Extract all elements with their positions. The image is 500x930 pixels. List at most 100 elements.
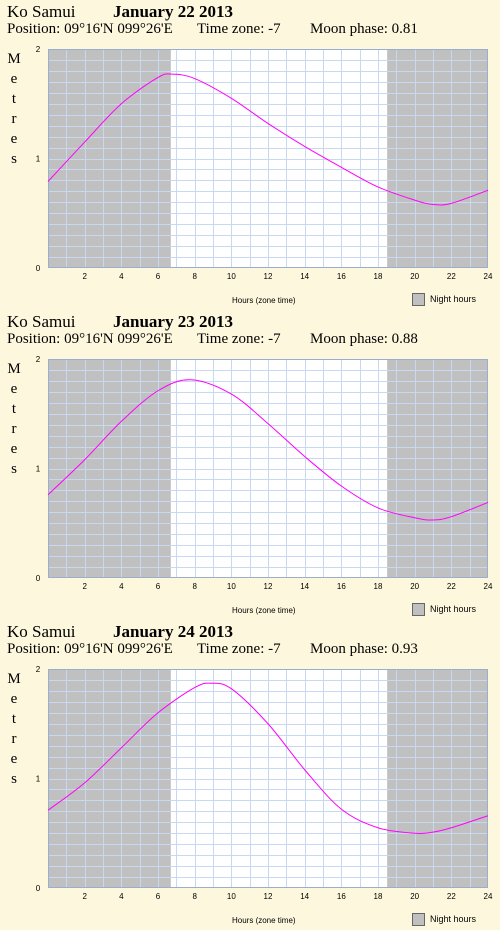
position-text: Position: 09°16'N 099°26'E (7, 331, 173, 347)
y-tick-label: 1 (36, 155, 41, 164)
tide-chart-panel: Ko Samui January 22 2013 Position: 09°16… (0, 0, 500, 310)
location-name: Ko Samui (7, 312, 76, 331)
legend-label: Night hours (430, 603, 477, 614)
night-hours-band (48, 49, 171, 268)
x-tick-label: 12 (264, 272, 273, 281)
y-tick-label: 2 (36, 355, 41, 364)
plot-frame (48, 669, 488, 888)
tide-height-line (47, 73, 489, 206)
chart-date: January 24 2013 (113, 622, 233, 641)
x-tick-label: 14 (300, 892, 309, 901)
y-axis-letter: s (11, 151, 17, 167)
x-tick-label: 24 (484, 582, 493, 591)
x-tick-label: 10 (227, 892, 236, 901)
y-tick-label: 1 (36, 465, 41, 474)
y-tick-label: 2 (36, 665, 41, 674)
timezone-text: Time zone: -7 (197, 641, 281, 657)
night-swatch (412, 293, 425, 306)
y-axis-letter: s (11, 771, 17, 787)
x-tick-label: 22 (447, 582, 456, 591)
x-tick-label: 18 (374, 582, 383, 591)
night-swatch (412, 603, 425, 616)
y-tick-label: 0 (36, 574, 41, 583)
x-tick-label: 6 (156, 892, 161, 901)
y-axis-letter: r (11, 421, 17, 437)
tide-height-line (47, 379, 489, 521)
x-tick-label: 6 (156, 272, 161, 281)
night-hours-legend: Night hours (412, 913, 476, 926)
y-tick-label: 1 (36, 775, 41, 784)
legend-label: Night hours (430, 913, 477, 924)
y-axis-letter: e (10, 441, 18, 457)
x-tick-label: 22 (447, 272, 456, 281)
timezone-text: Time zone: -7 (197, 21, 281, 37)
x-tick-label: 14 (300, 272, 309, 281)
x-tick-label: 2 (82, 272, 87, 281)
x-tick-label: 4 (119, 892, 124, 901)
y-axis-letter: M (7, 51, 21, 67)
y-axis-letter: M (7, 671, 21, 687)
legend-label: Night hours (430, 293, 477, 304)
x-axis-label: Hours (zone time) (232, 916, 296, 925)
x-axis-label: Hours (zone time) (232, 606, 296, 615)
x-tick-label: 8 (192, 892, 197, 901)
moon-phase-text: Moon phase: 0.88 (310, 331, 418, 347)
night-hours-band (387, 49, 488, 268)
y-axis-letter: e (10, 381, 18, 397)
y-axis-letter: e (10, 131, 18, 147)
timezone-text: Time zone: -7 (197, 331, 281, 347)
plot-frame (48, 359, 488, 578)
x-tick-label: 16 (337, 272, 346, 281)
y-axis-letter: r (11, 731, 17, 747)
x-tick-label: 4 (119, 582, 124, 591)
night-hours-legend: Night hours (412, 293, 476, 306)
y-tick-label: 2 (36, 45, 41, 54)
tide-height-line (47, 682, 489, 835)
chart-date: January 22 2013 (113, 2, 233, 21)
y-axis-letter: e (10, 71, 18, 87)
night-hours-legend: Night hours (412, 603, 476, 616)
x-axis-label: Hours (zone time) (232, 296, 296, 305)
position-text: Position: 09°16'N 099°26'E (7, 641, 173, 657)
x-tick-label: 18 (374, 272, 383, 281)
x-tick-label: 16 (337, 582, 346, 591)
chart-heading: Ko Samui January 23 2013 (7, 312, 233, 332)
x-tick-label: 10 (227, 582, 236, 591)
tide-chart-panel: Ko Samui January 23 2013 Position: 09°16… (0, 310, 500, 620)
x-tick-label: 16 (337, 892, 346, 901)
chart-heading: Ko Samui January 22 2013 (7, 2, 233, 22)
moon-phase-text: Moon phase: 0.93 (310, 641, 418, 657)
x-tick-label: 18 (374, 892, 383, 901)
moon-phase-text: Moon phase: 0.81 (310, 21, 418, 37)
x-tick-label: 24 (484, 892, 493, 901)
plot-frame (48, 49, 488, 268)
x-tick-label: 12 (264, 892, 273, 901)
tide-chart-panel: Ko Samui January 24 2013 Position: 09°16… (0, 620, 500, 930)
night-hours-band (48, 669, 171, 888)
location-name: Ko Samui (7, 622, 76, 641)
y-axis-letter: e (10, 691, 18, 707)
x-tick-label: 2 (82, 892, 87, 901)
location-name: Ko Samui (7, 2, 76, 21)
x-tick-label: 10 (227, 272, 236, 281)
y-tick-label: 0 (36, 264, 41, 273)
y-axis-letter: r (11, 111, 17, 127)
night-swatch (412, 913, 425, 926)
x-tick-label: 6 (156, 582, 161, 591)
y-axis-letter: s (11, 461, 17, 477)
x-tick-label: 2 (82, 582, 87, 591)
y-axis-letter: t (11, 91, 17, 107)
y-axis-letter: M (7, 361, 21, 377)
night-hours-band (387, 669, 488, 888)
x-tick-label: 20 (410, 272, 419, 281)
y-axis-letter: t (11, 711, 17, 727)
y-axis-letter: t (11, 401, 17, 417)
x-tick-label: 14 (300, 582, 309, 591)
x-tick-label: 4 (119, 272, 124, 281)
x-tick-label: 24 (484, 272, 493, 281)
